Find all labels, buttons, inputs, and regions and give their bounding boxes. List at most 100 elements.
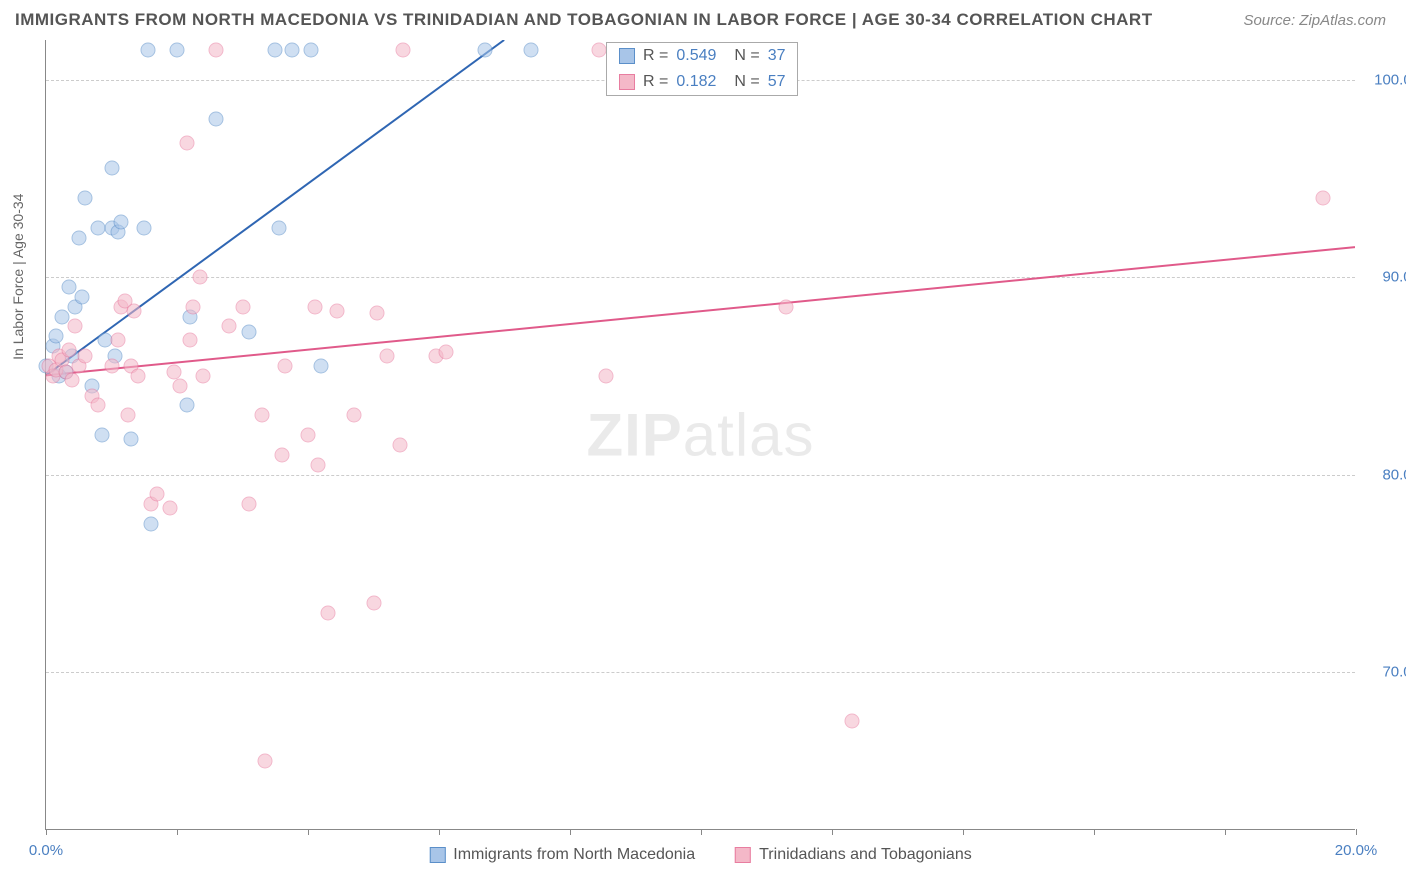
series-legend: Immigrants from North Macedonia Trinidadi… [429,846,971,864]
legend-n-label: N = [734,73,759,91]
data-point [137,220,152,235]
data-point [477,42,492,57]
legend-item: Trinidadians and Tobagonians [735,846,972,864]
gridline [46,277,1355,278]
data-point [179,398,194,413]
data-point [143,516,158,531]
gridline [46,475,1355,476]
data-point [346,408,361,423]
y-tick-label: 100.0% [1365,71,1406,88]
data-point [209,112,224,127]
data-point [173,378,188,393]
data-point [278,358,293,373]
data-point [271,220,286,235]
legend-series-name: Trinidadians and Tobagonians [759,846,972,864]
y-tick-label: 70.0% [1365,664,1406,681]
x-tick-mark [1225,829,1226,835]
data-point [310,457,325,472]
legend-n-value: 57 [768,73,786,91]
data-point [330,303,345,318]
data-point [523,42,538,57]
chart-title: IMMIGRANTS FROM NORTH MACEDONIA VS TRINI… [15,10,1153,30]
legend-r-label: R = [643,73,668,91]
data-point [392,437,407,452]
x-tick-mark [963,829,964,835]
y-tick-label: 80.0% [1365,466,1406,483]
source-attribution: Source: ZipAtlas.com [1243,12,1386,29]
data-point [599,368,614,383]
data-point [274,447,289,462]
data-point [395,42,410,57]
data-point [438,345,453,360]
x-tick-mark [1094,829,1095,835]
data-point [61,343,76,358]
legend-swatch [619,48,635,64]
legend-n-label: N = [734,47,759,65]
correlation-legend: R = 0.549 N = 37 R = 0.182 N = 57 [606,42,798,96]
x-tick-label: 0.0% [29,842,63,859]
y-axis-label: In Labor Force | Age 30-34 [10,193,26,359]
data-point [78,191,93,206]
data-point [844,714,859,729]
data-point [127,303,142,318]
legend-n-value: 37 [768,47,786,65]
regression-lines [46,40,1355,829]
data-point [71,230,86,245]
legend-row: R = 0.549 N = 37 [607,43,797,69]
data-point [186,299,201,314]
legend-r-value: 0.182 [676,73,726,91]
data-point [75,289,90,304]
data-point [196,368,211,383]
x-tick-mark [46,829,47,835]
legend-r-value: 0.549 [676,47,726,65]
legend-item: Immigrants from North Macedonia [429,846,695,864]
data-point [179,135,194,150]
gridline [46,672,1355,673]
legend-swatch [429,847,445,863]
data-point [170,42,185,57]
legend-r-label: R = [643,47,668,65]
x-tick-mark [570,829,571,835]
data-point [242,325,257,340]
legend-row: R = 0.182 N = 57 [607,69,797,95]
data-point [379,349,394,364]
data-point [222,319,237,334]
data-point [284,42,299,57]
data-point [55,309,70,324]
regression-line [46,40,504,375]
x-tick-mark [1356,829,1357,835]
data-point [104,161,119,176]
data-point [111,333,126,348]
data-point [124,431,139,446]
x-tick-mark [439,829,440,835]
data-point [163,501,178,516]
data-point [192,270,207,285]
data-point [65,372,80,387]
data-point [307,299,322,314]
data-point [235,299,250,314]
data-point [255,408,270,423]
data-point [369,305,384,320]
data-point [61,279,76,294]
x-tick-mark [701,829,702,835]
data-point [592,42,607,57]
data-point [166,364,181,379]
data-point [91,398,106,413]
data-point [304,42,319,57]
data-point [268,42,283,57]
legend-series-name: Immigrants from North Macedonia [453,846,695,864]
data-point [130,368,145,383]
data-point [94,428,109,443]
data-point [150,487,165,502]
data-point [258,753,273,768]
data-point [104,358,119,373]
y-tick-label: 90.0% [1365,269,1406,286]
watermark: ZIPatlas [586,400,814,469]
data-point [209,42,224,57]
data-point [48,329,63,344]
data-point [78,349,93,364]
chart-area: In Labor Force | Age 30-34 70.0%80.0%90.… [45,40,1355,830]
data-point [1316,191,1331,206]
data-point [301,428,316,443]
legend-swatch [619,74,635,90]
